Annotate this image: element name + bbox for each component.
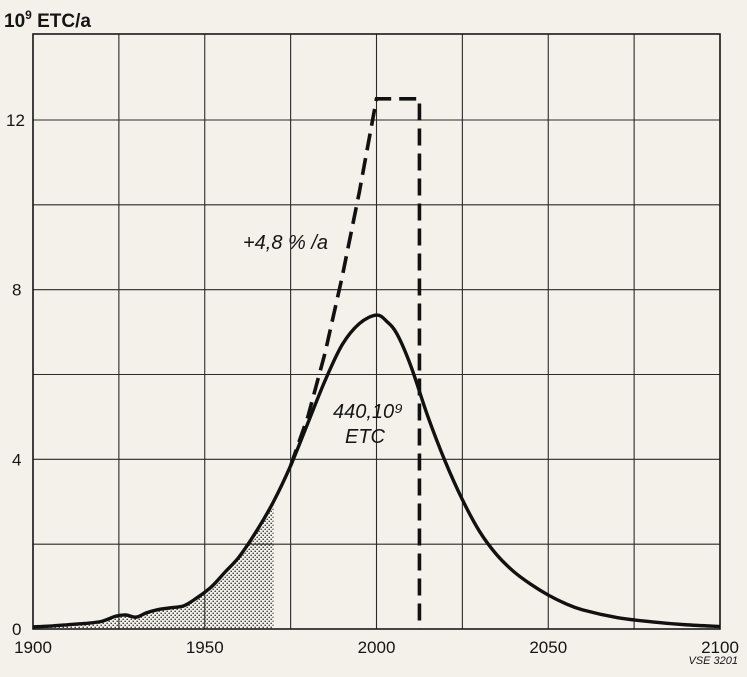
x-tick-label: 2100 — [701, 638, 739, 657]
cumulative-unit-annotation: ETC — [345, 426, 386, 448]
y-tick-label: 4 — [12, 450, 21, 469]
x-tick-label: 1950 — [186, 638, 224, 657]
series-line-dashed — [288, 96, 422, 629]
growth-rate-annotation: +4,8 % /a — [243, 232, 328, 254]
plot-frame — [32, 33, 721, 630]
y-tick-label: 0 — [12, 620, 21, 639]
series-group — [33, 96, 720, 629]
y-tick-label: 12 — [6, 111, 25, 130]
historical-shaded-area — [33, 501, 274, 629]
x-tick-label: 1900 — [14, 638, 52, 657]
series-line-solid — [33, 313, 720, 629]
y-axis-label: 109 ETC/a — [4, 8, 91, 32]
y-tick-label: 8 — [12, 281, 21, 300]
x-tick-label: 2000 — [358, 638, 396, 657]
tick-labels: 1900 1950 2000 2050 2100 0 4 8 12 — [6, 111, 739, 657]
x-tick-label: 2050 — [529, 638, 567, 657]
cumulative-total-annotation: 440,10⁹ — [333, 401, 403, 423]
figure-code: VSE 3201 — [688, 655, 738, 667]
grid — [32, 34, 721, 630]
